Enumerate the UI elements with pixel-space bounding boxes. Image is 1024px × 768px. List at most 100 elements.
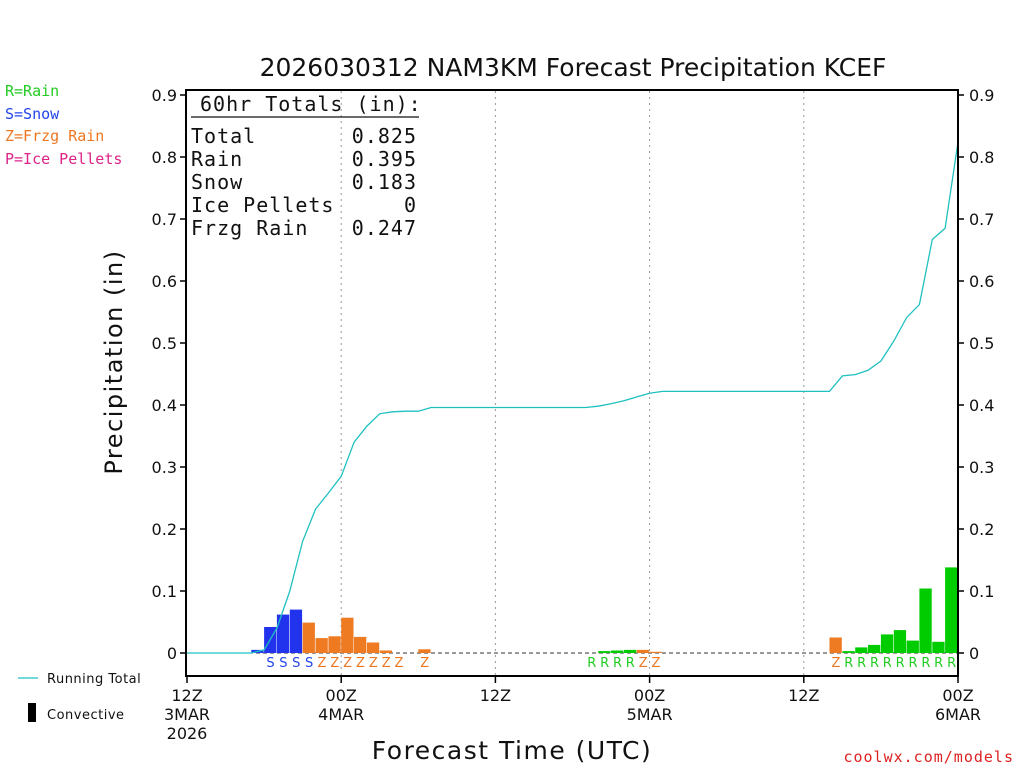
type-letter-14: R <box>613 656 622 671</box>
type-letter-21: R <box>870 656 879 671</box>
precip-bar-23 <box>906 640 919 653</box>
type-letter-25: R <box>921 656 930 671</box>
plot-frame <box>185 89 959 677</box>
y-tick-label-right: 0.4 <box>969 396 994 415</box>
type-letter-13: R <box>600 656 609 671</box>
totals-value: 0.825 <box>352 124 417 148</box>
precip-bar-12 <box>598 651 611 653</box>
type-letter-27: R <box>947 656 956 671</box>
legend-ice-pellets: P=Ice Pellets <box>5 150 122 168</box>
running-total-legend-label: Running Total <box>47 672 141 687</box>
type-letter-19: R <box>844 656 853 671</box>
x-tick-label: 12Z <box>788 686 819 705</box>
y-tick-label-left: 0.4 <box>152 396 177 415</box>
y-tick-label-right: 0.6 <box>969 272 994 291</box>
convective-legend-swatch <box>28 703 36 722</box>
precip-bar-9 <box>366 642 380 653</box>
y-axis-label: Precipitation (in) <box>100 249 128 474</box>
type-letter-0: S <box>266 656 274 671</box>
y-tick-label-right: 0 <box>969 644 979 663</box>
x-tick-date-label: 4MAR <box>318 705 364 724</box>
type-letter-6: Z <box>343 656 352 671</box>
legend-snow: S=Snow <box>5 105 60 123</box>
precip-bar-13 <box>611 650 624 653</box>
precip-bar-11 <box>418 649 431 653</box>
precip-bar-22 <box>893 630 907 653</box>
type-letter-2: S <box>292 656 300 671</box>
precip-bar-20 <box>868 644 881 653</box>
precip-bar-21 <box>880 634 894 653</box>
x-tick-year-label: 2026 <box>167 724 208 743</box>
y-tick-label-right: 0.1 <box>969 582 994 601</box>
y-tick-label-left: 0.3 <box>152 458 177 477</box>
type-letter-20: R <box>857 656 866 671</box>
precip-bar-18 <box>842 651 855 653</box>
totals-label: Snow <box>191 170 243 194</box>
y-tick-label-left: 0 <box>167 644 177 663</box>
x-tick-date-label: 5MAR <box>627 705 673 724</box>
precip-bar-6 <box>328 636 341 653</box>
y-tick-label-right: 0.5 <box>969 334 994 353</box>
precip-bar-5 <box>315 638 328 653</box>
precip-bar-10 <box>379 650 393 653</box>
y-tick-label-left: 0.8 <box>152 148 177 167</box>
type-letter-26: R <box>934 656 943 671</box>
precip-bar-19 <box>855 647 868 653</box>
totals-value: 0 <box>404 193 417 217</box>
precip-bar-8 <box>354 636 367 653</box>
type-letter-1: S <box>279 656 287 671</box>
type-letter-11: Z <box>420 656 429 671</box>
precip-bar-3 <box>289 609 303 653</box>
type-letter-4: Z <box>317 656 326 671</box>
y-tick-label-left: 0.7 <box>152 210 177 229</box>
type-letter-7: Z <box>356 656 365 671</box>
type-letter-9: Z <box>382 656 391 671</box>
y-tick-label-left: 0.2 <box>152 520 177 539</box>
y-tick-label-right: 0.7 <box>969 210 994 229</box>
type-letter-3: S <box>305 656 313 671</box>
x-tick-date-label: 3MAR <box>164 705 210 724</box>
x-axis-label: Forecast Time (UTC) <box>372 736 652 765</box>
totals-label: Total <box>191 124 256 148</box>
totals-value: 0.395 <box>352 147 417 171</box>
precip-bar-14 <box>623 649 637 653</box>
y-tick-label-left: 0.1 <box>152 582 177 601</box>
legend-frzg-rain: Z=Frzg Rain <box>5 127 104 145</box>
precip-bar-7 <box>341 617 354 653</box>
precip-bar-15 <box>636 649 649 653</box>
totals-label: Rain <box>191 147 243 171</box>
type-letter-18: Z <box>831 656 840 671</box>
type-letter-5: Z <box>330 656 339 671</box>
legend-rain: R=Rain <box>5 82 59 100</box>
y-tick-label-right: 0.9 <box>969 86 994 105</box>
totals-label: Frzg Rain <box>191 216 308 240</box>
y-tick-label-left: 0.6 <box>152 272 177 291</box>
x-tick-label: 00Z <box>634 686 665 705</box>
y-tick-label-left: 0.9 <box>152 86 177 105</box>
x-tick-label: 12Z <box>171 686 202 705</box>
precip-bar-24 <box>919 588 932 653</box>
watermark: coolwx.com/models <box>843 748 1014 766</box>
totals-header: 60hr Totals (in): <box>200 92 422 116</box>
precip-bar-2 <box>276 614 290 653</box>
type-letter-22: R <box>883 656 892 671</box>
x-tick-label: 00Z <box>942 686 973 705</box>
x-tick-label: 12Z <box>480 686 511 705</box>
x-tick-label: 00Z <box>326 686 357 705</box>
y-tick-label-right: 0.2 <box>969 520 994 539</box>
precip-bar-17 <box>829 637 842 653</box>
precip-bar-26 <box>945 567 958 653</box>
type-letter-10: Z <box>395 656 404 671</box>
precip-bar-4 <box>302 622 315 653</box>
type-letter-8: Z <box>369 656 378 671</box>
y-tick-label-right: 0.3 <box>969 458 994 477</box>
precip-bar-25 <box>932 641 945 653</box>
x-tick-date-label: 6MAR <box>935 705 981 724</box>
type-letter-23: R <box>896 656 905 671</box>
type-letter-15: R <box>626 656 635 671</box>
totals-label: Ice Pellets <box>191 193 334 217</box>
totals-value: 0.183 <box>352 170 417 194</box>
y-tick-label-left: 0.5 <box>152 334 177 353</box>
convective-legend-label: Convective <box>47 708 125 723</box>
